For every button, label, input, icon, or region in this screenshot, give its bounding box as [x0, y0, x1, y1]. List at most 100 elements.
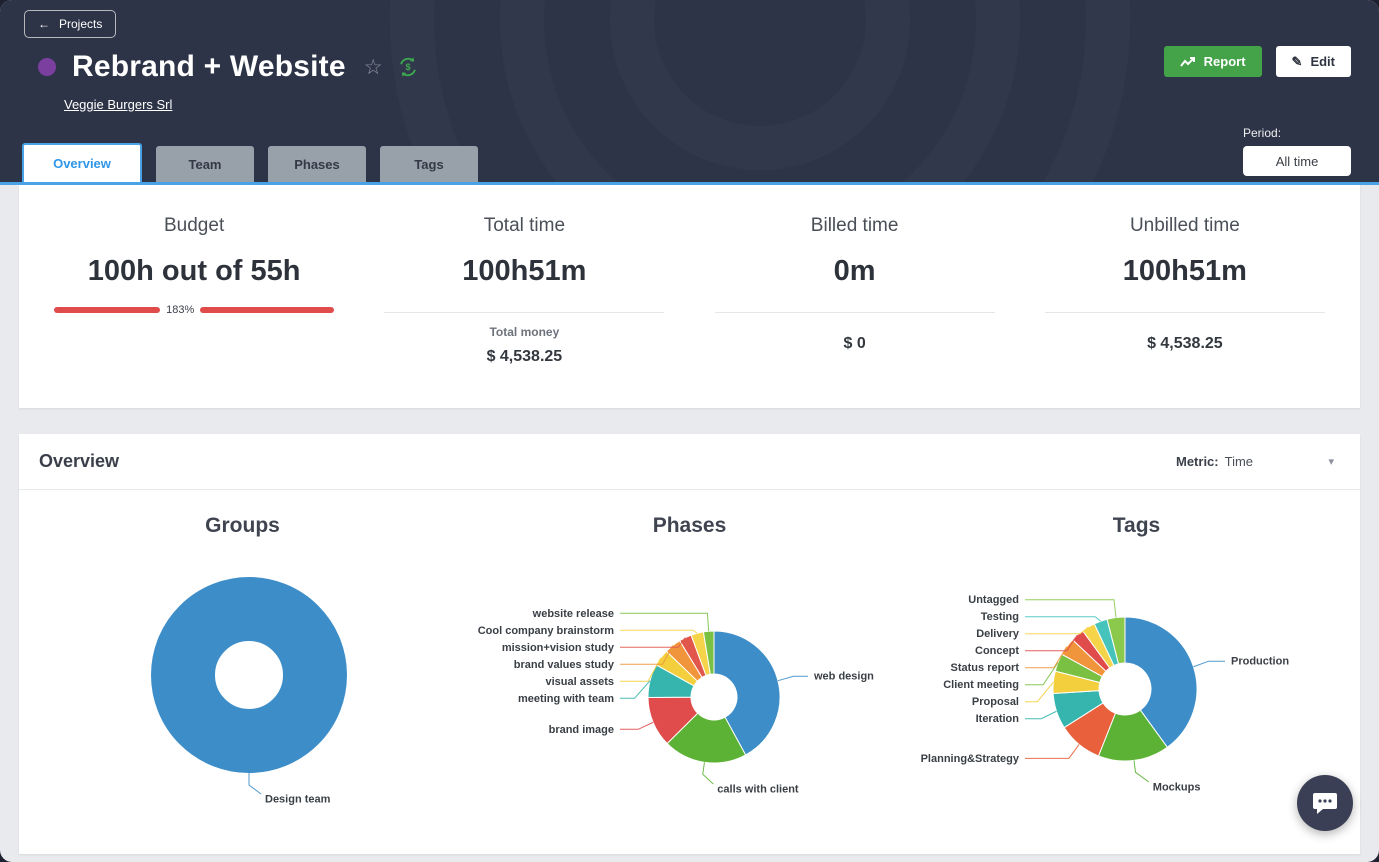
progress-percent-label: 183%	[166, 304, 195, 316]
tab-overview[interactable]: Overview	[22, 143, 142, 182]
stat-value: 0m	[833, 255, 876, 287]
progress-bar-segment	[54, 307, 161, 313]
pie-slice[interactable]	[702, 630, 715, 675]
stat-sub-value: $ 4,538.25	[1147, 335, 1223, 352]
pie-slice-label: web design	[813, 671, 874, 683]
stat-title: Budget	[164, 215, 225, 236]
pie-slice-label: Planning&Strategy	[921, 753, 1020, 765]
overview-card: Overview Metric: Time ▾ Groups Design te…	[19, 434, 1360, 854]
pie-slice[interactable]	[1106, 616, 1126, 665]
content: Budget 100h out of 55h 183% Total time 1…	[0, 185, 1379, 854]
chart-phases: Phases web design calls with client brand …	[466, 490, 913, 854]
stat-sub-value: $ 4,538.25	[486, 348, 563, 365]
header-actions: Report ✎ Edit	[1163, 46, 1351, 77]
chat-bubble-icon	[1313, 793, 1337, 814]
pie-slice-label: Cool company brainstorm	[478, 625, 615, 637]
pie-slice-label: Design team	[265, 794, 331, 806]
budget-progress-bar: 183%	[54, 304, 335, 316]
pie-slice-label: Testing	[981, 611, 1019, 623]
report-button[interactable]: Report	[1163, 46, 1262, 77]
pie-slice-label: brand values study	[514, 659, 615, 671]
chart-title: Groups	[205, 514, 280, 537]
stat-total-time: Total time 100h51m Total money $ 4,538.2…	[359, 215, 689, 366]
label-connector	[1025, 710, 1057, 720]
label-connector	[1025, 616, 1101, 622]
project-title: Rebrand + Website	[72, 50, 346, 83]
tags-donut-chart[interactable]: Production Mockups Planning&Strategy Iterat…	[913, 542, 1360, 847]
report-button-label: Report	[1203, 54, 1246, 69]
pie-slice[interactable]	[151, 577, 347, 773]
divider	[1044, 312, 1325, 313]
trend-arrow-icon	[1179, 56, 1195, 67]
pie-slice-label: mission+vision study	[502, 642, 615, 654]
pencil-icon: ✎	[1291, 53, 1303, 69]
divider	[714, 312, 995, 313]
groups-donut-chart[interactable]: Design team	[19, 542, 466, 847]
chat-launcher-button[interactable]	[1297, 775, 1353, 831]
pie-slice[interactable]	[1124, 616, 1198, 748]
pie-slice-label: Status report	[951, 662, 1020, 674]
label-connector	[1025, 634, 1078, 652]
billing-sync-icon[interactable]: $	[397, 56, 419, 78]
pie-slice[interactable]	[666, 712, 747, 764]
decorative-ring	[610, 0, 910, 170]
star-icon[interactable]: ☆	[363, 55, 383, 79]
metric-value: Time	[1224, 454, 1254, 469]
label-connector	[1025, 681, 1054, 703]
pie-slice-label: calls with client	[717, 784, 799, 796]
label-connector	[1025, 599, 1117, 618]
header: ← Projects Rebrand + Website ☆ $ Veggie …	[0, 0, 1379, 185]
pie-slice-label: Iteration	[976, 713, 1020, 725]
back-projects-button[interactable]: ← Projects	[24, 10, 117, 38]
label-connector	[620, 612, 710, 632]
back-arrow-icon: ←	[38, 17, 50, 31]
pie-slice-label: Delivery	[976, 628, 1020, 640]
tab-bar: Overview Team Phases Tags	[22, 143, 478, 182]
metric-label: Metric:	[1176, 454, 1219, 469]
period-dropdown[interactable]: All time	[1243, 146, 1351, 176]
stat-sub-label: Total money	[489, 325, 560, 339]
label-connector	[1025, 626, 1089, 635]
divider	[384, 312, 665, 313]
stat-value: 100h51m	[462, 255, 587, 287]
stat-value: 100h out of 55h	[87, 255, 301, 287]
overview-title: Overview	[39, 451, 120, 471]
client-link[interactable]: Veggie Burgers Srl	[64, 97, 173, 112]
decorative-ring	[390, 0, 1130, 182]
edit-button[interactable]: ✎ Edit	[1275, 46, 1351, 77]
pie-slice-label: Mockups	[1153, 782, 1201, 794]
chart-title: Phases	[652, 514, 727, 537]
metric-dropdown[interactable]: Metric: Time ▾	[1176, 454, 1334, 469]
stat-value: 100h51m	[1122, 255, 1247, 287]
back-button-label: Projects	[59, 17, 103, 31]
pie-slice-label: website release	[532, 608, 614, 620]
phases-donut-chart[interactable]: web design calls with client brand image me…	[466, 542, 913, 847]
label-connector	[620, 721, 654, 730]
tab-team[interactable]: Team	[156, 146, 254, 182]
pie-slice-label: Proposal	[972, 696, 1019, 708]
pie-slice-label: Untagged	[968, 594, 1019, 606]
label-connector	[1193, 660, 1225, 668]
tab-phases[interactable]: Phases	[268, 146, 366, 182]
stat-budget: Budget 100h out of 55h 183%	[29, 215, 359, 366]
label-connector	[620, 637, 686, 648]
chart-groups: Groups Design team	[19, 490, 466, 854]
tab-tags[interactable]: Tags	[380, 146, 478, 182]
project-title-row: Rebrand + Website ☆ $	[38, 50, 419, 84]
chevron-down-icon: ▾	[1328, 456, 1334, 468]
label-connector	[620, 629, 698, 634]
label-connector	[702, 762, 714, 785]
overview-header: Overview Metric: Time ▾	[19, 434, 1360, 490]
label-connector	[1133, 760, 1150, 783]
chart-title: Tags	[1112, 514, 1161, 537]
pie-slice[interactable]	[713, 630, 781, 756]
stats-card: Budget 100h out of 55h 183% Total time 1…	[19, 185, 1360, 408]
stat-title: Total time	[483, 215, 566, 236]
pie-slice-label: Concept	[975, 645, 1019, 657]
progress-bar-segment	[200, 307, 335, 313]
label-connector	[1025, 662, 1059, 686]
pie-slice-label: Production	[1231, 656, 1289, 668]
stat-title: Unbilled time	[1129, 215, 1240, 236]
chart-tags: Tags Production Mockups Planning&Strategy I…	[913, 490, 1360, 854]
